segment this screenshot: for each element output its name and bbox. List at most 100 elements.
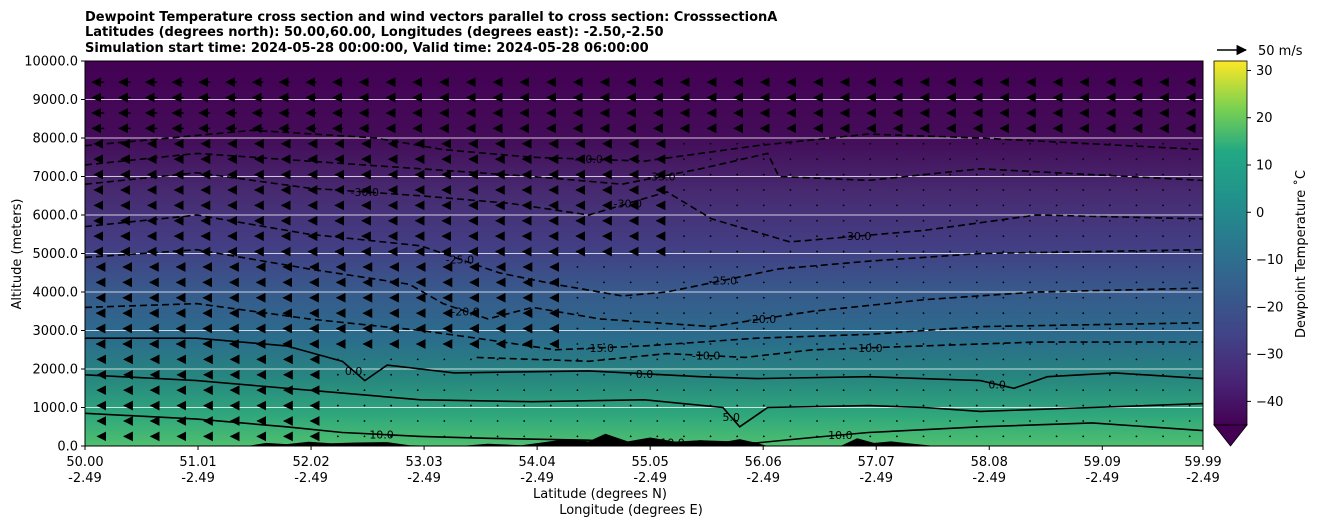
wind-vector <box>1002 358 1005 361</box>
wind-vector <box>629 373 632 376</box>
x-tick-label-lon: -2.49 <box>520 471 554 486</box>
wind-vector <box>683 312 685 315</box>
wind-vector <box>869 420 872 422</box>
wind-vector <box>390 358 393 361</box>
wind-vector <box>816 158 818 161</box>
wind-vector <box>816 358 818 361</box>
wind-vector <box>842 435 845 438</box>
wind-vector <box>709 266 712 268</box>
wind-vector <box>1108 204 1111 207</box>
wind-vector <box>390 420 393 422</box>
wind-vector <box>1188 296 1191 299</box>
wind-vector <box>922 266 925 268</box>
wind-vector <box>895 158 898 161</box>
wind-vector <box>762 435 765 438</box>
wind-vector <box>416 389 419 392</box>
wind-vector <box>1055 389 1058 392</box>
wind-vector <box>949 420 952 422</box>
wind-vector <box>549 404 552 407</box>
wind-vector <box>869 173 872 176</box>
wind-vector <box>816 404 818 407</box>
wind-vector <box>869 312 872 315</box>
x-tick-label-lon: -2.49 <box>181 471 215 486</box>
wind-vector <box>1055 404 1058 407</box>
wind-vector <box>523 373 526 376</box>
wind-vector <box>949 173 952 176</box>
wind-vector <box>1108 389 1111 392</box>
wind-vector <box>949 404 952 407</box>
wind-vector <box>470 358 472 361</box>
wind-vector <box>736 219 739 222</box>
wind-vector <box>709 219 712 222</box>
wind-vector <box>603 404 605 407</box>
colorbar-tick-label: −40 <box>1256 395 1283 410</box>
y-axis-label: Altitude (meters) <box>10 199 25 310</box>
wind-vector <box>683 250 685 253</box>
wind-vector <box>1188 189 1191 191</box>
wind-vector <box>895 219 898 222</box>
wind-vector <box>1029 189 1031 191</box>
wind-vector <box>762 189 765 191</box>
wind-vector <box>816 312 818 315</box>
wind-vector <box>789 312 792 315</box>
wind-vector <box>1188 235 1191 238</box>
wind-key-label: 50 m/s <box>1258 44 1303 59</box>
wind-vector <box>576 296 579 299</box>
wind-vector <box>762 158 765 161</box>
wind-vector <box>496 389 499 392</box>
wind-vector <box>336 358 339 361</box>
wind-vector <box>762 281 765 284</box>
wind-vector <box>1082 435 1085 438</box>
wind-vector <box>549 389 552 392</box>
wind-vector <box>603 358 605 361</box>
wind-vector <box>1108 358 1111 361</box>
y-tick-label: 1000.0 <box>33 401 79 416</box>
wind-vector <box>496 420 499 422</box>
wind-vector <box>949 435 952 438</box>
wind-vector <box>842 204 845 207</box>
wind-vector <box>1029 327 1031 330</box>
wind-vector <box>1002 173 1005 176</box>
wind-vector <box>816 204 818 207</box>
wind-vector <box>736 420 739 422</box>
wind-vector <box>603 420 605 422</box>
wind-vector <box>975 312 978 315</box>
wind-vector <box>895 312 898 315</box>
wind-vector <box>1002 420 1005 422</box>
wind-vector <box>736 189 739 191</box>
wind-vector <box>363 358 366 361</box>
wind-vector <box>629 435 632 438</box>
wind-vector <box>390 373 393 376</box>
contour-line <box>85 337 1203 390</box>
wind-vector <box>1162 312 1164 315</box>
wind-vector <box>842 312 845 315</box>
wind-vector <box>869 142 872 145</box>
wind-vector <box>789 296 792 299</box>
wind-vector <box>1082 189 1085 191</box>
contour-label: -35.0 <box>647 171 675 184</box>
wind-vector <box>1108 266 1111 268</box>
wind-vector <box>869 296 872 299</box>
wind-vector <box>736 250 739 253</box>
wind-vector <box>576 327 579 330</box>
wind-vector <box>869 189 872 191</box>
wind-vector <box>709 281 712 284</box>
title-line-1: Dewpoint Temperature cross section and w… <box>85 10 777 25</box>
wind-vector <box>1002 389 1005 392</box>
wind-vector <box>1162 235 1164 238</box>
wind-vector <box>949 358 952 361</box>
wind-vector <box>736 358 739 361</box>
wind-vector <box>1029 158 1031 161</box>
wind-vector <box>1135 435 1138 438</box>
wind-vector <box>922 250 925 253</box>
wind-vector <box>1162 404 1164 407</box>
colorbar-tick-label: −10 <box>1256 253 1283 268</box>
x-tick-label-lon: -2.49 <box>294 471 328 486</box>
wind-vector <box>869 204 872 207</box>
wind-vector <box>443 420 446 422</box>
wind-vector <box>709 250 712 253</box>
wind-vector <box>869 404 872 407</box>
wind-vector <box>949 142 952 145</box>
contour-label: -25.0 <box>709 274 737 287</box>
wind-vector <box>1188 435 1191 438</box>
